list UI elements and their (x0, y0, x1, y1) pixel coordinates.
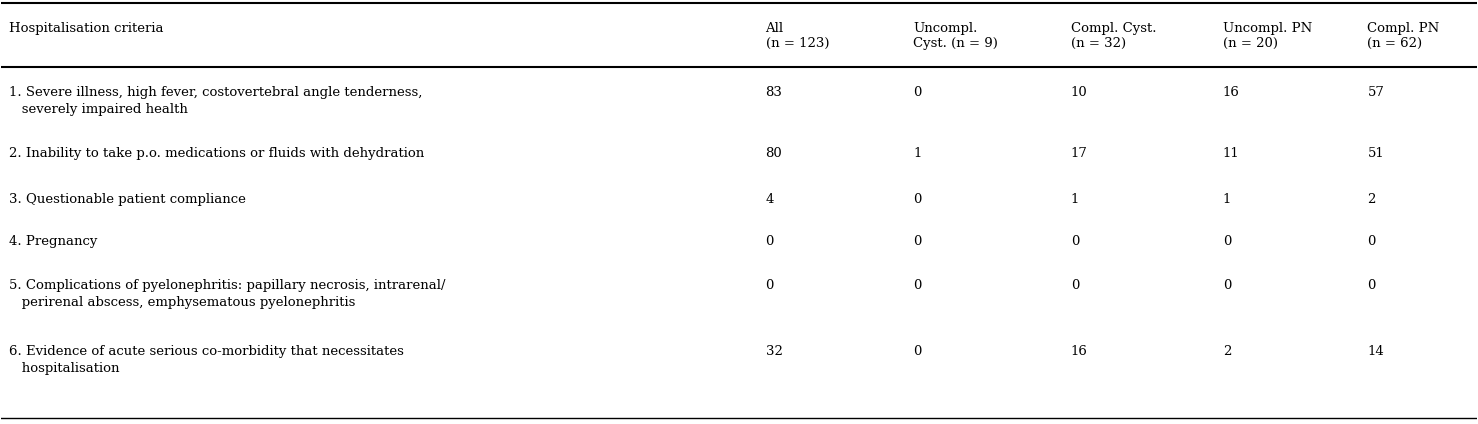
Text: 57: 57 (1367, 86, 1385, 99)
Text: 1: 1 (1072, 193, 1079, 206)
Text: 4. Pregnancy: 4. Pregnancy (9, 235, 98, 248)
Text: 3. Questionable patient compliance: 3. Questionable patient compliance (9, 193, 245, 206)
Text: 10: 10 (1072, 86, 1088, 99)
Text: 6. Evidence of acute serious co-morbidity that necessitates
   hospitalisation: 6. Evidence of acute serious co-morbidit… (9, 345, 403, 375)
Text: 2: 2 (1367, 193, 1376, 206)
Text: 51: 51 (1367, 147, 1385, 160)
Text: Uncompl. PN
(n = 20): Uncompl. PN (n = 20) (1222, 22, 1312, 50)
Text: 0: 0 (913, 86, 921, 99)
Text: 16: 16 (1222, 86, 1240, 99)
Text: All
(n = 123): All (n = 123) (766, 22, 829, 50)
Text: 17: 17 (1072, 147, 1088, 160)
Text: 0: 0 (1367, 235, 1376, 248)
Text: 0: 0 (913, 235, 921, 248)
Text: Uncompl.
Cyst. (n = 9): Uncompl. Cyst. (n = 9) (913, 22, 998, 50)
Text: Compl. Cyst.
(n = 32): Compl. Cyst. (n = 32) (1072, 22, 1156, 50)
Text: 0: 0 (1072, 279, 1079, 293)
Text: 5. Complications of pyelonephritis: papillary necrosis, intrarenal/
   perirenal: 5. Complications of pyelonephritis: papi… (9, 279, 445, 310)
Text: 1: 1 (913, 147, 921, 160)
Text: 0: 0 (913, 345, 921, 358)
Text: 11: 11 (1222, 147, 1240, 160)
Text: 32: 32 (766, 345, 782, 358)
Text: 14: 14 (1367, 345, 1385, 358)
Text: 1. Severe illness, high fever, costovertebral angle tenderness,
   severely impa: 1. Severe illness, high fever, costovert… (9, 86, 423, 116)
Text: 4: 4 (766, 193, 774, 206)
Text: 0: 0 (1222, 279, 1231, 293)
Text: 0: 0 (766, 235, 774, 248)
Text: 0: 0 (1222, 235, 1231, 248)
Text: 83: 83 (766, 86, 782, 99)
Text: Hospitalisation criteria: Hospitalisation criteria (9, 22, 163, 36)
Text: 0: 0 (1367, 279, 1376, 293)
Text: 0: 0 (913, 279, 921, 293)
Text: 0: 0 (766, 279, 774, 293)
Text: 2. Inability to take p.o. medications or fluids with dehydration: 2. Inability to take p.o. medications or… (9, 147, 424, 160)
Text: 1: 1 (1222, 193, 1231, 206)
Text: 0: 0 (1072, 235, 1079, 248)
Text: 80: 80 (766, 147, 782, 160)
Text: 2: 2 (1222, 345, 1231, 358)
Text: 16: 16 (1072, 345, 1088, 358)
Text: Compl. PN
(n = 62): Compl. PN (n = 62) (1367, 22, 1440, 50)
Text: 0: 0 (913, 193, 921, 206)
